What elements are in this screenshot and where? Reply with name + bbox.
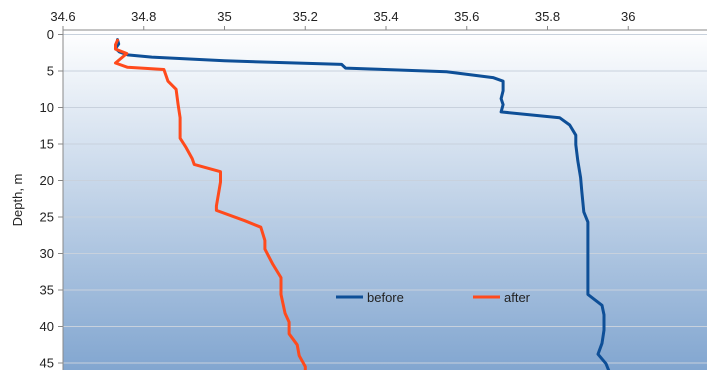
series-line-after — [114, 38, 307, 370]
y-tick-label: 10 — [40, 100, 54, 115]
gridlines — [63, 34, 707, 364]
x-tick-label: 34.8 — [131, 9, 156, 24]
x-tick-label: 35.2 — [293, 9, 318, 24]
y-tick-label: 35 — [40, 283, 54, 298]
series-line-before — [114, 38, 611, 370]
x-tick-label: 36 — [621, 9, 635, 24]
y-tick-label: 15 — [40, 137, 54, 152]
y-tick-label: 45 — [40, 356, 54, 370]
y-axis-label: Depth, m — [10, 174, 25, 227]
y-tick-label: 5 — [47, 64, 54, 79]
y-tick-label: 0 — [47, 27, 54, 42]
x-tick-label: 35 — [217, 9, 231, 24]
legend-label-after: after — [504, 290, 531, 305]
x-tick-label: 35.8 — [535, 9, 560, 24]
x-tick-label: 35.4 — [373, 9, 398, 24]
y-tick-labels: 0 5 10 15 20 25 30 35 40 45 — [40, 27, 54, 370]
legend-label-before: before — [367, 290, 404, 305]
x-tick-label: 34.6 — [50, 9, 75, 24]
y-tick-label: 25 — [40, 210, 54, 225]
y-tick-label: 20 — [40, 173, 54, 188]
series-lines — [114, 38, 611, 370]
plot-area-background — [63, 30, 707, 370]
y-tick-label: 40 — [40, 319, 54, 334]
axes — [58, 26, 707, 370]
legend: before after — [336, 290, 531, 305]
y-tick-label: 30 — [40, 246, 54, 261]
x-tick-label: 35.6 — [454, 9, 479, 24]
x-tick-labels: 34.6 34.8 35 35.2 35.4 35.6 35.8 36 — [50, 9, 635, 24]
